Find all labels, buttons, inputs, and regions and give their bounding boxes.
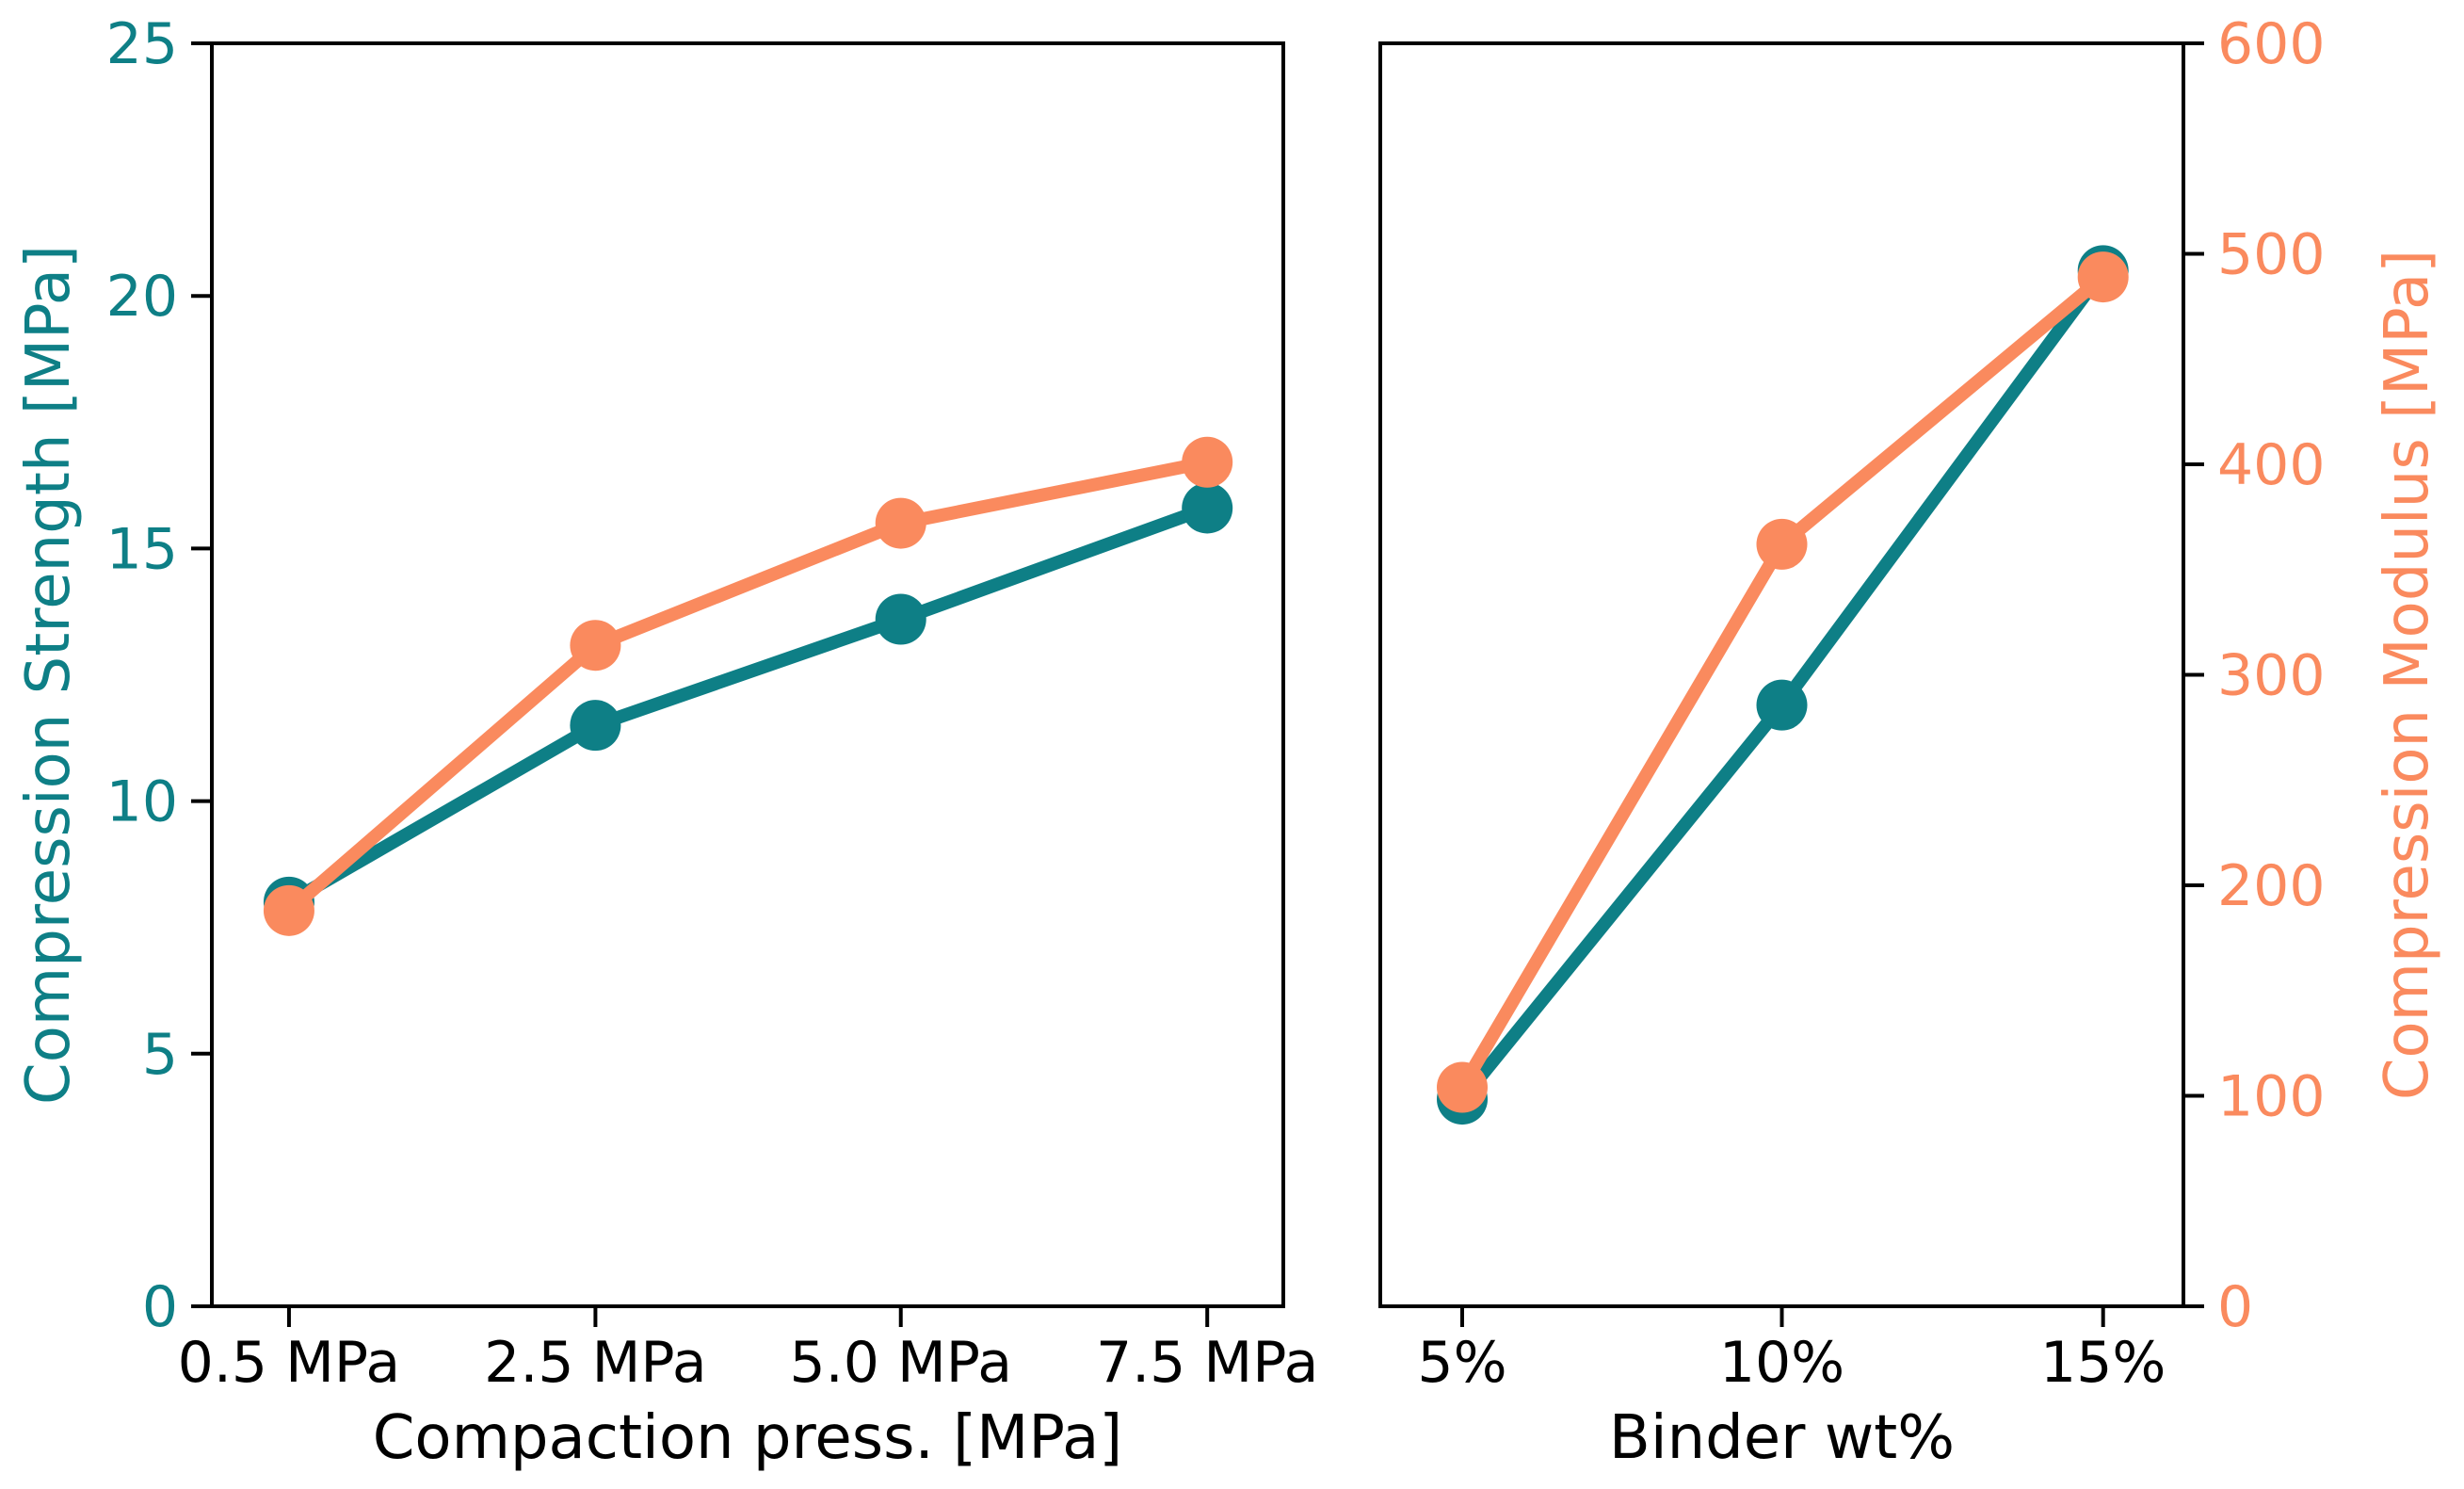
right-y-tick-label: 0 [2217, 1274, 2253, 1340]
data-point-marker-strength [875, 593, 926, 645]
series-modulus [263, 436, 1233, 936]
data-point-marker-modulus [1182, 436, 1233, 488]
series-line-strength [285, 501, 1210, 908]
series-modulus [1437, 251, 2129, 1113]
data-point-marker-modulus [263, 884, 314, 936]
x-tick-label: 7.5 MPa [1096, 1330, 1319, 1396]
left-y-tick-label: 15 [106, 516, 178, 582]
data-point-marker-modulus [570, 620, 621, 672]
subplot-binder-content-panel: 5% 10% 15% 0 100 200 300 400 500 600 Binder wt% Com… [1378, 11, 2442, 1473]
left-y-tick-label: 20 [106, 264, 178, 330]
data-point-marker-strength [1756, 679, 1808, 731]
data-point-marker-strength [1182, 482, 1233, 534]
left-y-tick-label: 5 [142, 1022, 178, 1088]
subplot-compaction-pressure-panel: 0.5 MPa 2.5 MPa 5.0 MPa 7.5 MPa 0 5 10 15 20 25 Co… [14, 11, 1318, 1473]
series-line-modulus [284, 455, 1209, 916]
left-y-tick-label: 10 [106, 769, 178, 835]
right-y-axis-label: Compression Modulus [MPa] [2373, 250, 2442, 1100]
x-tick-label: 15% [2040, 1330, 2166, 1396]
x-tick-label: 5.0 MPa [789, 1330, 1012, 1396]
data-point-marker-modulus [1756, 518, 1808, 570]
left-y-tick-label: 0 [142, 1274, 178, 1340]
left-y-axis-label: Compression Strength [MPa] [14, 245, 84, 1105]
x-tick-label: 2.5 MPa [484, 1330, 707, 1396]
left-y-tick-label: 25 [106, 11, 178, 77]
axes-spines [1378, 41, 2185, 1308]
right-y-tick-label: 500 [2217, 222, 2326, 288]
right-y-tick-label: 200 [2217, 853, 2326, 919]
data-point-marker-modulus [1437, 1061, 1489, 1113]
x-tick-label: 5% [1417, 1330, 1506, 1396]
right-y-tick-label: 300 [2217, 643, 2326, 709]
x-axis-label: Compaction press. [MPa] [373, 1403, 1123, 1473]
data-point-marker-strength [570, 700, 621, 752]
right-y-tick-label: 400 [2217, 432, 2326, 498]
x-tick-label: 0.5 MPa [178, 1330, 401, 1396]
x-axis-label: Binder wt% [1609, 1403, 1955, 1473]
data-point-marker-modulus [875, 497, 926, 549]
x-tick-label: 10% [1719, 1330, 1844, 1396]
right-y-tick-label: 100 [2217, 1064, 2326, 1130]
right-y-tick-label: 600 [2217, 11, 2326, 77]
data-point-marker-modulus [2077, 251, 2129, 303]
